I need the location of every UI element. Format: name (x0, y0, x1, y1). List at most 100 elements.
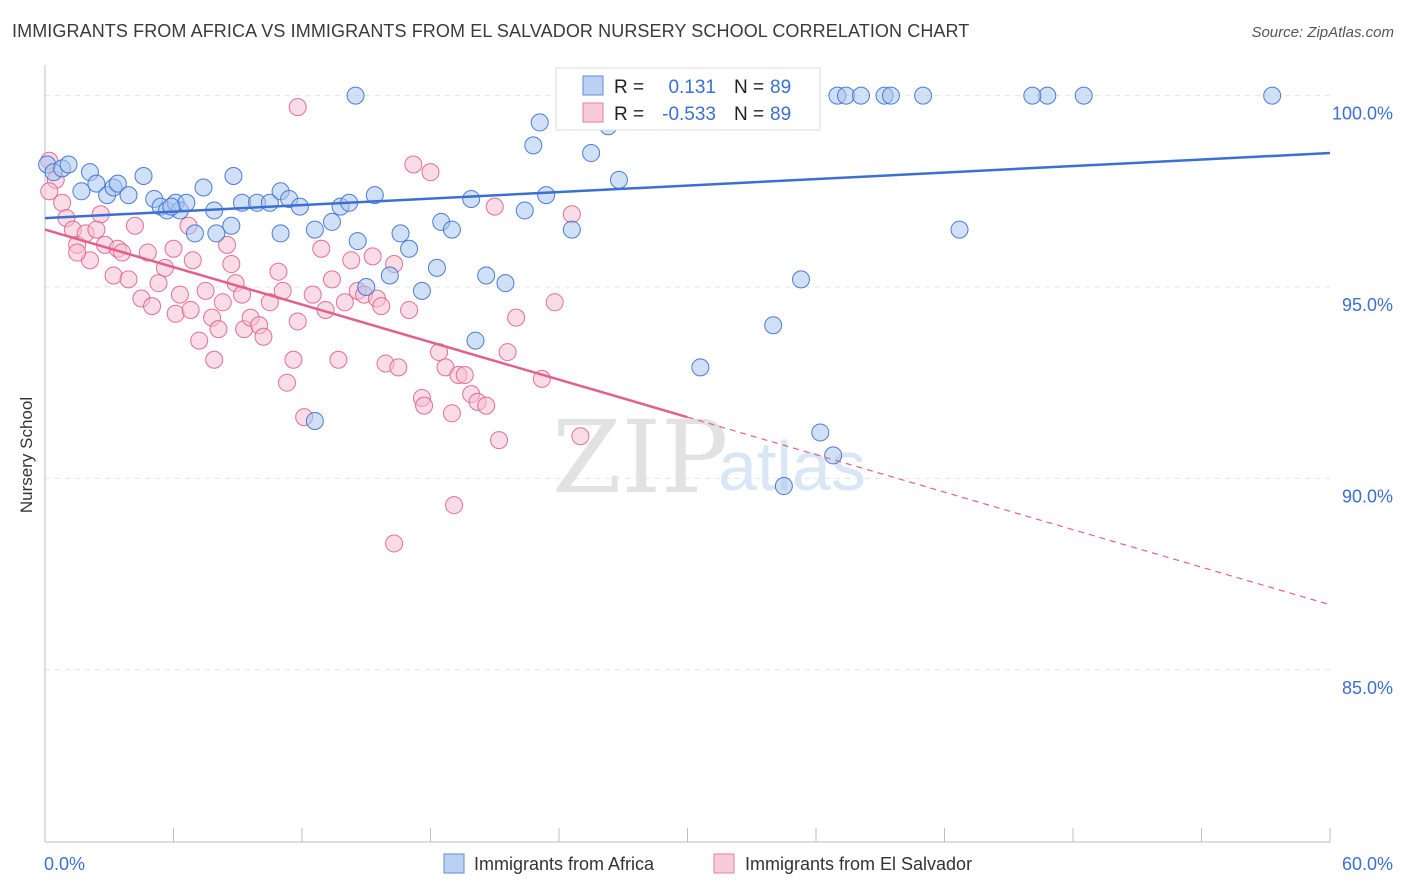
legend-label-el-salvador: Immigrants from El Salvador (745, 854, 972, 874)
scatter-point (380, 266, 399, 285)
legend-label-africa: Immigrants from Africa (474, 854, 655, 874)
scatter-point (1074, 86, 1093, 105)
trend-line-africa (44, 151, 1331, 220)
scatter-point (224, 167, 243, 185)
scatter-point (400, 300, 419, 319)
scatter-point (496, 274, 515, 293)
legend-swatch-africa (443, 853, 465, 874)
scatter-point (149, 274, 168, 293)
gridlines: 100.0% 95.0% 90.0% 85.0% (45, 95, 1393, 698)
scatter-point (881, 86, 900, 105)
scatter-point (562, 220, 581, 239)
scatter-point (260, 293, 279, 312)
scatter-point (209, 320, 228, 339)
scatter-point (571, 427, 590, 446)
stats-swatch-africa (582, 75, 604, 96)
trend-lines (44, 151, 1331, 606)
scatter-point (524, 136, 543, 155)
stats-n-value-africa: 89 (770, 77, 791, 98)
scatter-point (305, 411, 324, 430)
legend-swatch-el-salvador (713, 853, 735, 874)
scatter-point (104, 266, 123, 285)
scatter-point (442, 220, 461, 239)
scatter-point (138, 243, 157, 262)
scatter-point (385, 534, 404, 553)
scatter-point (462, 189, 481, 208)
scatter-point (269, 262, 288, 281)
scatter-point (119, 270, 138, 289)
scatter-point (40, 182, 59, 201)
scatter-point (190, 331, 209, 350)
scatter-point (363, 247, 382, 266)
stats-box: R = 0.131 N = 89 R = -0.533 N = 89 (555, 67, 821, 131)
y-tick-label: 85.0% (1342, 678, 1393, 698)
stats-r-label-el-salvador: R = (614, 104, 644, 125)
y-tick-label: 90.0% (1342, 486, 1393, 506)
scatter-point (427, 258, 446, 277)
scatter-point (222, 255, 241, 274)
scatter-point (143, 297, 162, 316)
x-tick-label-max: 60.0% (1342, 854, 1393, 874)
scatter-point (125, 216, 144, 235)
scatter-point (391, 224, 410, 243)
scatter-point (498, 343, 517, 362)
scatter-point (691, 358, 710, 377)
scatter-point (792, 270, 811, 289)
scatter-point (68, 243, 87, 262)
scatter-point (284, 350, 303, 369)
scatter-point (164, 239, 183, 258)
scatter-point (1023, 86, 1042, 105)
scatter-point (530, 113, 549, 132)
stats-n-label-el-salvador: N = (734, 104, 764, 125)
scatter-point (335, 293, 354, 312)
scatter-point (72, 182, 91, 201)
scatter-point (455, 366, 474, 385)
trend-line-el-salvador (44, 228, 688, 419)
scatter-point (312, 239, 331, 258)
scatter-point (196, 281, 215, 300)
scatter-point (537, 186, 556, 205)
scatter-point (222, 216, 241, 235)
scatter-point (185, 224, 204, 243)
scatter-point (177, 193, 196, 212)
stats-r-label-africa: R = (614, 77, 644, 98)
scatter-point (415, 396, 434, 415)
scatter-point (288, 312, 307, 331)
scatter-point (207, 224, 226, 243)
scatter-point (421, 163, 440, 182)
chart-title: IMMIGRANTS FROM AFRICA VS IMMIGRANTS FRO… (12, 21, 970, 41)
scatter-point (87, 220, 106, 239)
x-tick-label-min: 0.0% (44, 854, 85, 874)
scatter-point (59, 155, 78, 174)
stats-n-value-el-salvador: 89 (770, 104, 791, 125)
scatter-point (507, 308, 526, 327)
scatter-point (609, 170, 628, 189)
scatter-point (851, 86, 870, 105)
y-tick-label: 95.0% (1342, 295, 1393, 315)
scatter-point (485, 197, 504, 216)
scatter-point (108, 174, 127, 193)
scatter-point (181, 300, 200, 319)
scatter-point (404, 155, 423, 174)
axes (44, 65, 1331, 843)
scatter-point (490, 431, 509, 450)
scatter-point (348, 232, 367, 251)
watermark-atlas: atlas (718, 427, 866, 505)
stats-n-label-africa: N = (734, 77, 764, 98)
legend: Immigrants from Africa Immigrants from E… (443, 853, 972, 874)
watermark-zip: ZIP (552, 399, 728, 516)
stats-r-value-africa: 0.131 (668, 77, 716, 98)
scatter-point (477, 266, 496, 285)
scatter-point (466, 331, 485, 350)
scatter-point (254, 327, 273, 346)
scatter-point (166, 304, 185, 323)
series-africa-points (38, 86, 1282, 496)
scatter-point (914, 86, 933, 105)
scatter-point (774, 477, 793, 496)
scatter-point (288, 98, 307, 117)
scatter-point (329, 350, 348, 369)
scatter-point (400, 239, 419, 258)
scatter-point (213, 293, 232, 312)
scatter-point (477, 396, 496, 415)
